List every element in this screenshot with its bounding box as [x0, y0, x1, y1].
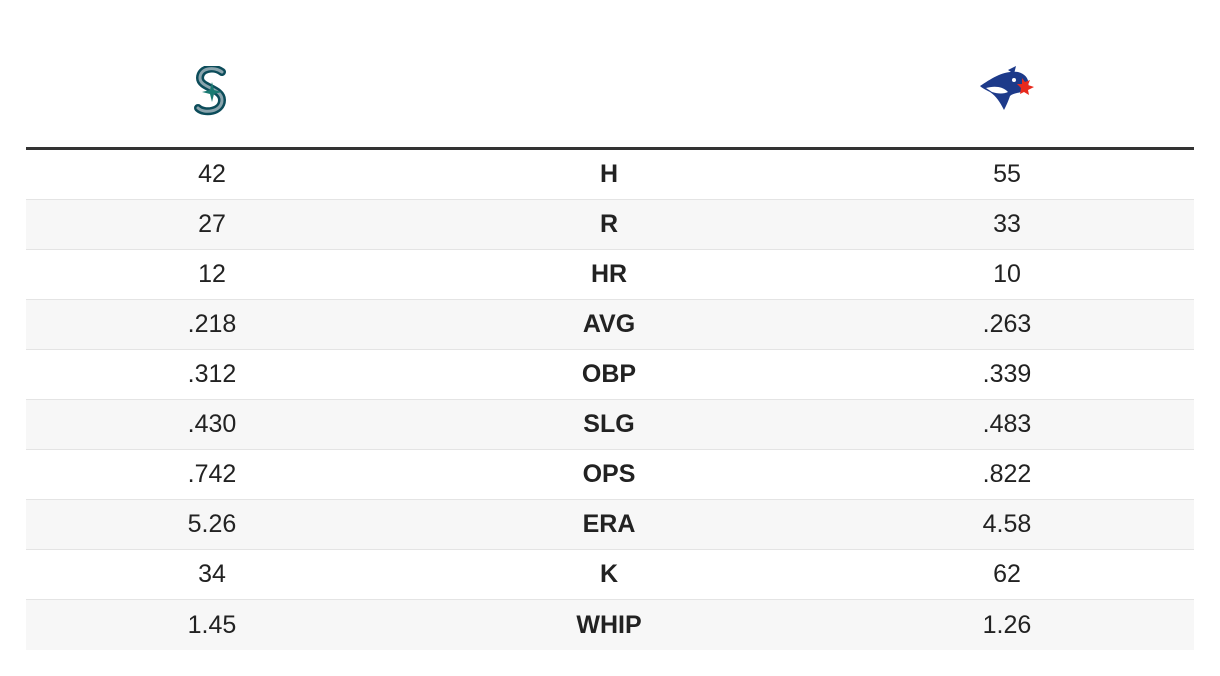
- stat-value: .742: [187, 460, 237, 488]
- table-row: 5.26 ERA 4.58: [26, 500, 1194, 550]
- stat-label: HR: [590, 260, 628, 288]
- stat-label: K: [599, 560, 619, 588]
- stat-label: ERA: [582, 510, 636, 538]
- stat-value: 4.58: [982, 510, 1032, 538]
- mariners-logo: [194, 66, 227, 116]
- stat-label: OPS: [582, 460, 636, 488]
- stat-label: WHIP: [576, 610, 642, 639]
- table-header: [26, 48, 1194, 150]
- stat-label: H: [599, 160, 619, 188]
- stat-value: 33: [993, 210, 1021, 238]
- table-row: 12 HR 10: [26, 250, 1194, 300]
- stat-value: 42: [198, 160, 226, 188]
- stat-value: 1.26: [982, 610, 1032, 639]
- stat-label: R: [599, 210, 619, 238]
- stat-value: .263: [982, 310, 1032, 338]
- stat-value: .312: [187, 360, 237, 388]
- stats-table: 42 H 55 27 R 33 12 HR 10 .218 AVG .263 .312 OBP .339 .4…: [26, 48, 1194, 650]
- stat-label: AVG: [582, 310, 636, 338]
- blue-jays-logo: [980, 66, 1034, 110]
- stat-value: .430: [187, 410, 237, 438]
- table-body: 42 H 55 27 R 33 12 HR 10 .218 AVG .263 .312 OBP .339 .4…: [26, 150, 1194, 650]
- stat-value: 10: [993, 260, 1021, 288]
- stat-value: .483: [982, 410, 1032, 438]
- stat-value: .218: [187, 310, 237, 338]
- table-row: .430 SLG .483: [26, 400, 1194, 450]
- stat-value: 5.26: [187, 510, 237, 538]
- table-row: 1.45 WHIP 1.26: [26, 600, 1194, 650]
- stat-value: 12: [198, 260, 226, 288]
- stat-value: 27: [198, 210, 226, 238]
- table-row: .218 AVG .263: [26, 300, 1194, 350]
- table-row: 42 H 55: [26, 150, 1194, 200]
- stat-value: .339: [982, 360, 1032, 388]
- table-row: 27 R 33: [26, 200, 1194, 250]
- stat-value: 62: [993, 560, 1021, 588]
- stat-value: 1.45: [187, 610, 237, 639]
- stat-value: 34: [198, 560, 226, 588]
- table-row: .742 OPS .822: [26, 450, 1194, 500]
- stat-value: .822: [982, 460, 1032, 488]
- stat-label: OBP: [581, 360, 637, 388]
- stat-value: 55: [993, 160, 1021, 188]
- table-row: .312 OBP .339: [26, 350, 1194, 400]
- stat-label: SLG: [583, 410, 635, 438]
- table-row: 34 K 62: [26, 550, 1194, 600]
